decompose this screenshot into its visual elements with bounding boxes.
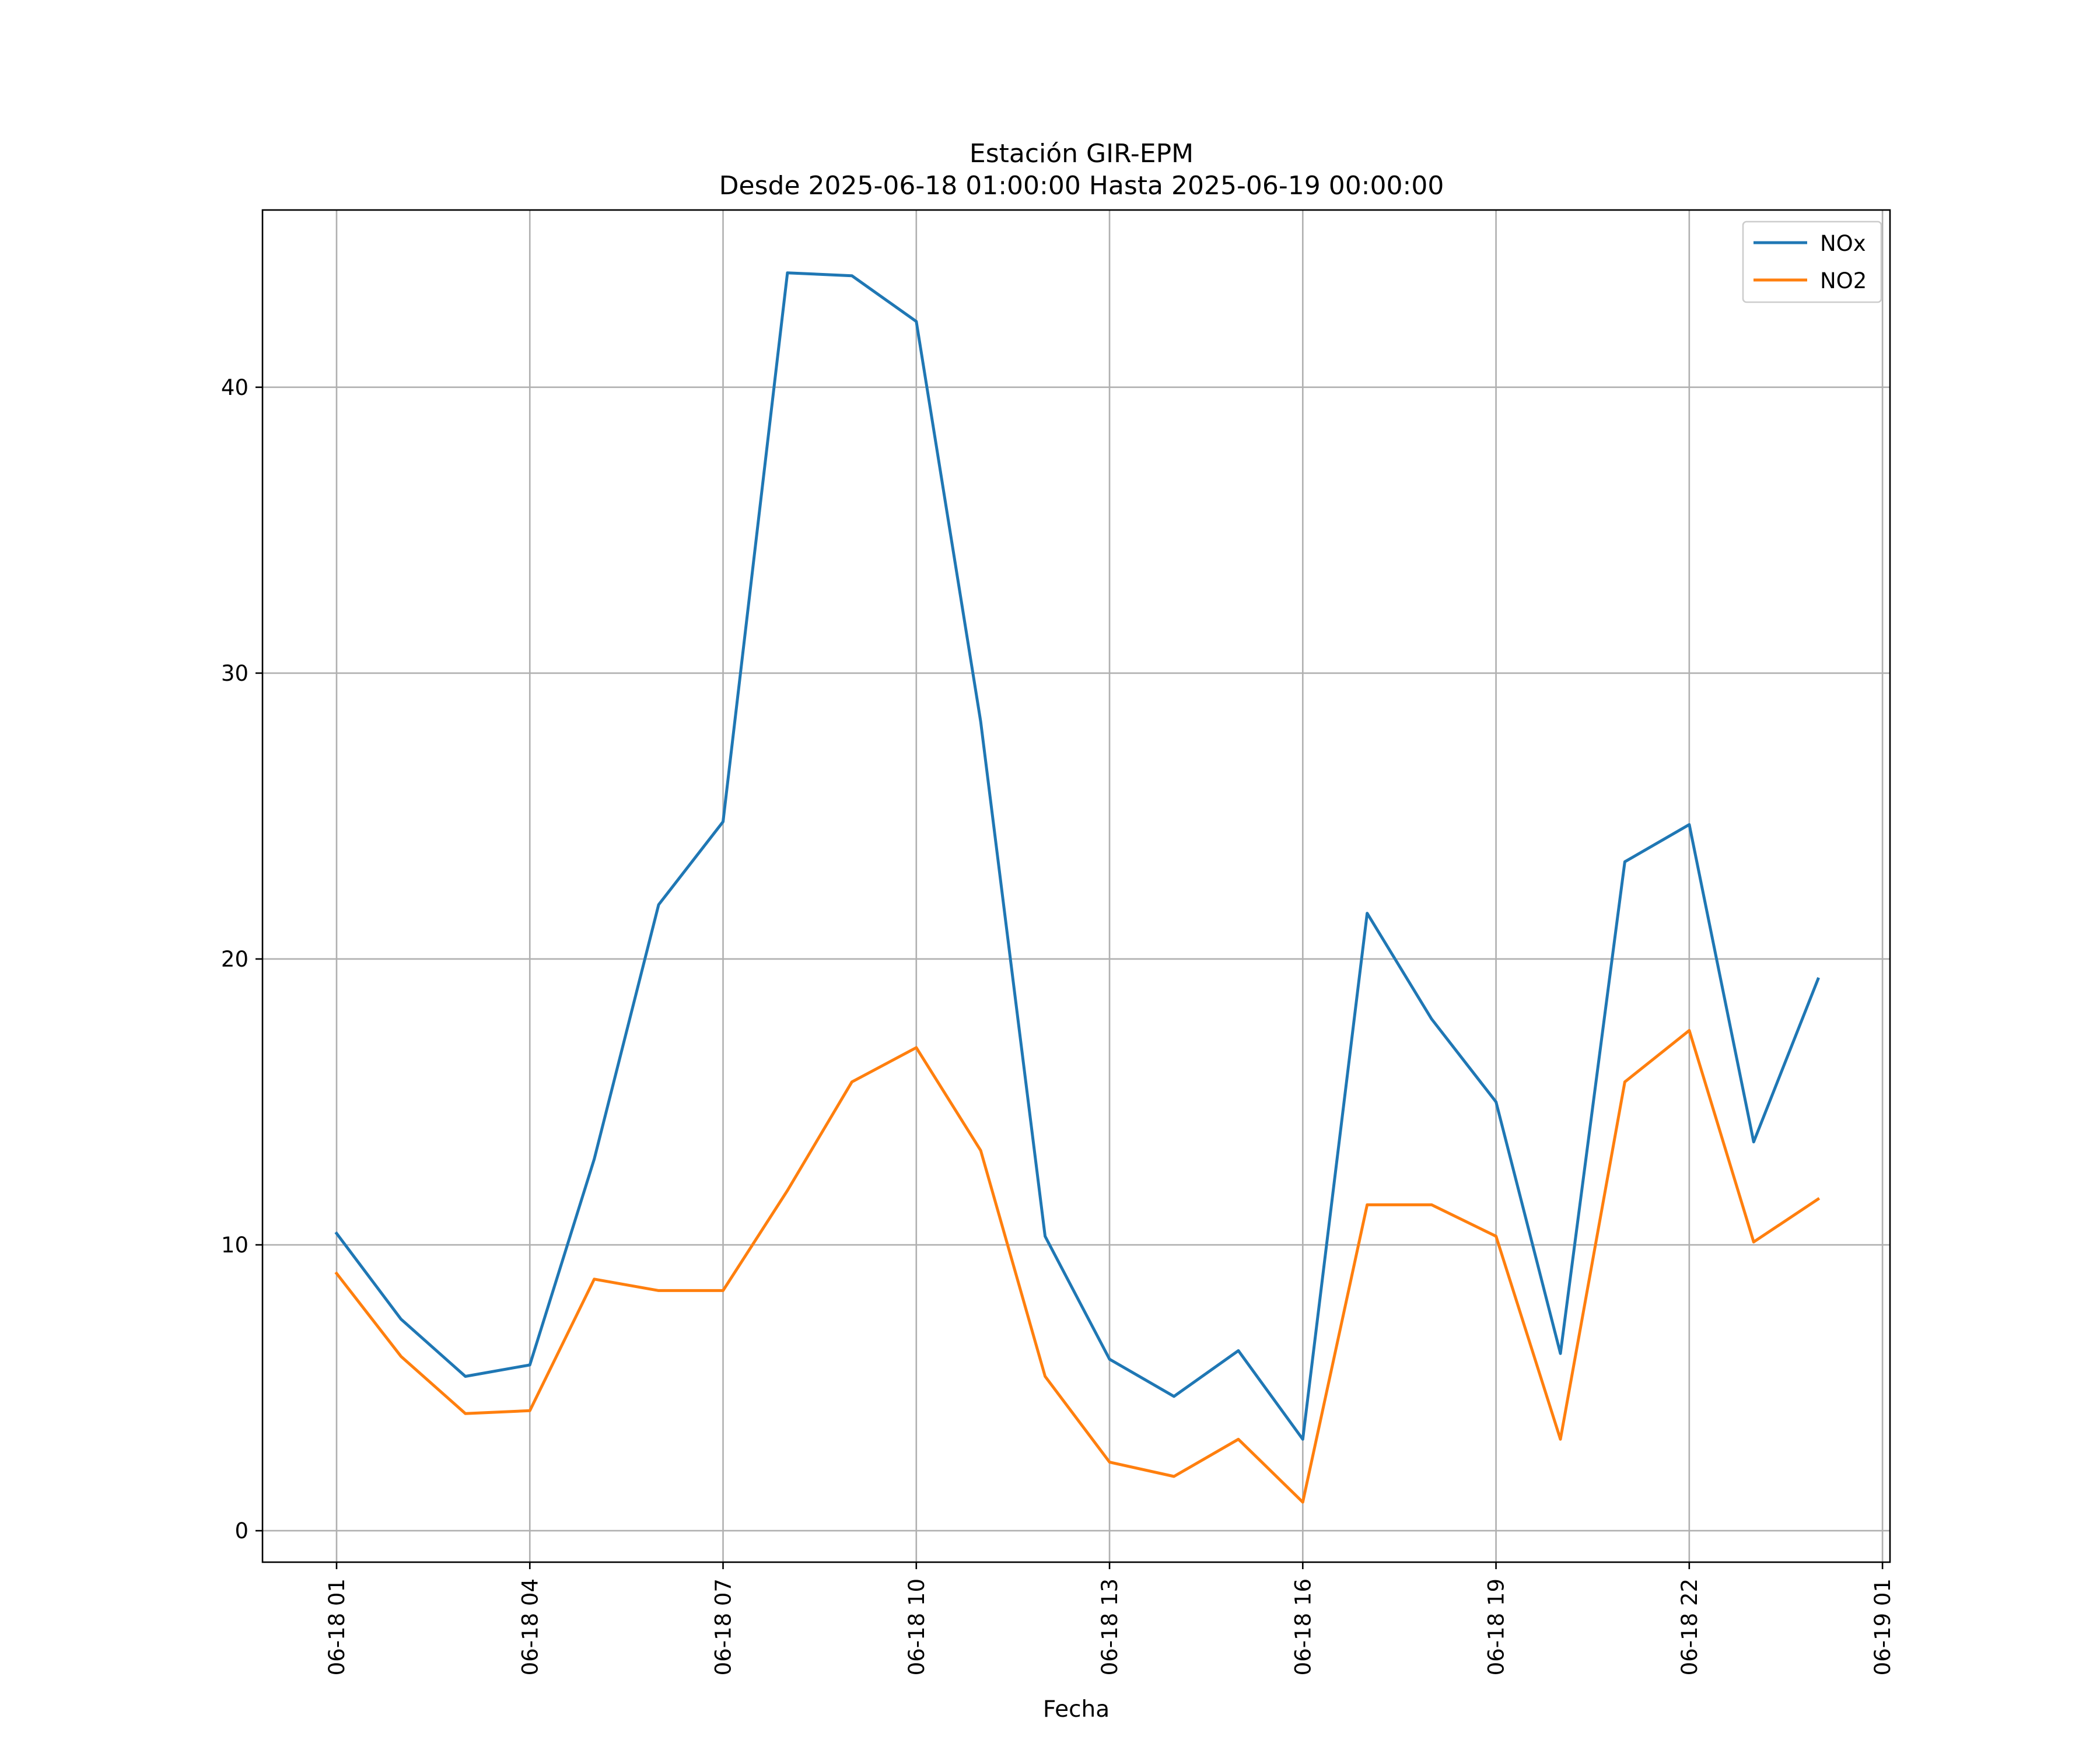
x-tick-label: 06-18 22 — [1677, 1578, 1702, 1675]
x-tick-label: 06-18 07 — [711, 1578, 736, 1675]
y-tick-label: 40 — [221, 375, 249, 400]
x-tick-label: 06-18 10 — [904, 1578, 929, 1675]
x-tick-label: 06-18 19 — [1484, 1578, 1509, 1675]
series-line-nox — [334, 271, 1820, 1441]
y-tick-label: 30 — [221, 661, 249, 686]
y-tick-label: 10 — [221, 1233, 249, 1258]
legend-label-no2: NO2 — [1820, 268, 1867, 293]
grid-layer — [262, 210, 1890, 1562]
chart-subtitle: Desde 2025-06-18 01:00:00 Hasta 2025-06-… — [719, 171, 1444, 201]
series-layer — [334, 271, 1821, 1504]
series-line-no2 — [334, 1029, 1821, 1504]
x-axis-label: Fecha — [1043, 1696, 1110, 1723]
plot-frame — [261, 209, 1891, 1563]
legend: NOx NO2 — [1742, 220, 1882, 303]
y-tick-label: 0 — [235, 1518, 249, 1544]
x-tick-label: 06-19 01 — [1870, 1578, 1895, 1675]
tick-layer: 06-18 01 06-18 04 06-18 07 06-18 10 06-18 13… — [221, 375, 1895, 1676]
chart-title: Estación GIR-EPM — [970, 139, 1194, 169]
y-tick-label: 20 — [221, 947, 249, 972]
x-tick-label: 06-18 13 — [1097, 1578, 1122, 1675]
x-tick-label: 06-18 04 — [517, 1578, 542, 1675]
legend-label-nox: NOx — [1820, 231, 1866, 256]
x-tick-label: 06-18 16 — [1290, 1578, 1315, 1675]
x-tick-label: 06-18 01 — [324, 1578, 349, 1675]
